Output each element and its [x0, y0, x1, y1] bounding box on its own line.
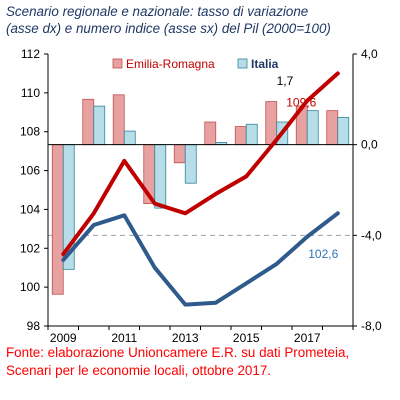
x-tick-label: 2011 — [111, 331, 137, 345]
left-tick-label: 102 — [20, 241, 40, 255]
line-italia — [61, 211, 340, 307]
x-tick-label: 2013 — [172, 331, 199, 345]
right-tick-label: -8,0 — [361, 319, 382, 333]
x-tick-label: 2015 — [233, 331, 260, 345]
right-tick-label: -4,0 — [361, 228, 382, 242]
source-line-2: Scenari per le economie locali, ottobre … — [6, 363, 271, 378]
right-tick-label: 4,0 — [361, 47, 378, 61]
bar-emilia-romagna — [173, 144, 186, 164]
bar-emilia-romagna — [112, 94, 125, 146]
left-tick-label: 98 — [27, 319, 41, 333]
bar-emilia-romagna — [265, 101, 278, 146]
bar-emilia-romagna — [204, 121, 217, 146]
bar-italia — [306, 110, 319, 146]
legend-swatch-emilia-romagna — [112, 58, 123, 69]
legend-swatch-italia — [237, 58, 248, 69]
title-line-2: (asse dx) e numero indice (asse sx) del … — [6, 21, 331, 36]
bar-emilia-romagna — [82, 98, 95, 146]
bar-italia — [123, 130, 136, 146]
left-tick-label: 106 — [20, 164, 40, 178]
annotation-italia-line: 102,6 — [308, 247, 338, 261]
bar-emilia-romagna — [51, 144, 64, 295]
left-tick-label: 108 — [20, 125, 40, 139]
bar-italia — [337, 117, 350, 146]
bar-emilia-romagna — [234, 126, 247, 146]
left-tick-label: 110 — [21, 86, 40, 100]
legend-label-italia: Italia — [251, 57, 279, 71]
left-tick-label: 100 — [20, 280, 40, 294]
left-tick-label: 112 — [21, 47, 40, 61]
chart-title: Scenario regionale e nazionale: tasso di… — [6, 3, 394, 37]
bar-italia — [154, 144, 167, 209]
right-tick-label: 0,0 — [361, 138, 378, 152]
legend-label-emilia-romagna: Emilia-Romagna — [126, 57, 215, 71]
x-tick-label: 2017 — [294, 331, 321, 345]
left-tick-label: 104 — [20, 202, 40, 216]
source-line-1: Fonte: elaborazione Unioncamere E.R. su … — [6, 345, 350, 360]
bar-italia — [184, 144, 197, 184]
bar-emilia-romagna — [326, 110, 339, 146]
title-line-1: Scenario regionale e nazionale: tasso di… — [6, 4, 309, 19]
bar-italia — [93, 105, 106, 146]
line-emilia-romagna — [61, 71, 340, 257]
x-tick-label: 2009 — [50, 331, 77, 345]
bar-italia — [245, 123, 258, 146]
source-note: Fonte: elaborazione Unioncamere E.R. su … — [6, 344, 398, 380]
annotation-italia-bar: 1,7 — [277, 74, 294, 88]
annotation-emilia-romagna-line: 109,6 — [286, 95, 316, 109]
